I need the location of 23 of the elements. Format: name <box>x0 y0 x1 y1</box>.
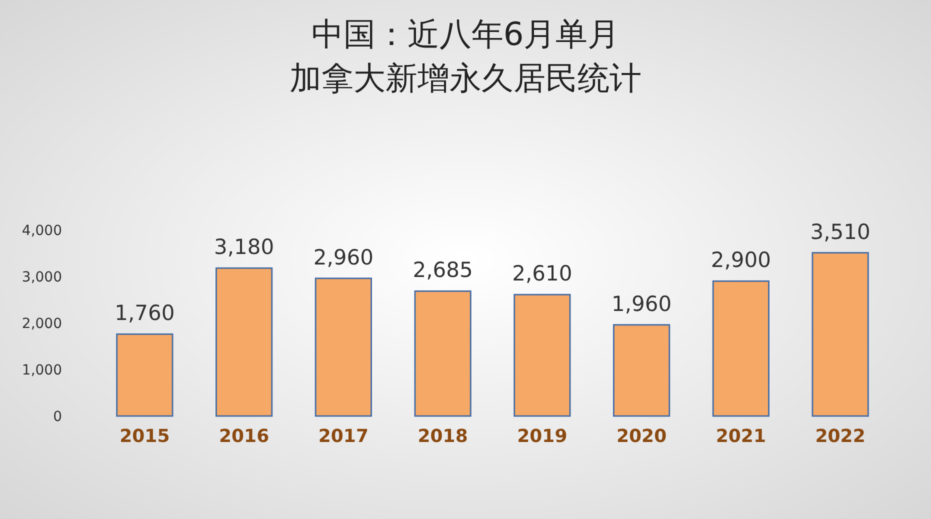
x-tick-label: 2021 <box>716 426 766 447</box>
x-tick-label: 2017 <box>318 426 368 447</box>
y-tick-label: 1,000 <box>22 362 62 378</box>
x-tick-label: 2018 <box>418 426 468 447</box>
data-label: 1,760 <box>114 301 175 326</box>
x-tick-label: 2020 <box>616 426 667 447</box>
chart-title: 中国：近八年6月单月 <box>311 15 620 53</box>
data-label: 1,960 <box>612 292 672 316</box>
x-tick-label: 2019 <box>517 426 568 447</box>
y-tick-label: 2,000 <box>22 316 62 332</box>
y-tick-label: 0 <box>53 409 62 425</box>
data-label: 2,610 <box>512 262 572 286</box>
data-label: 3,180 <box>214 235 274 260</box>
y-tick-label: 3,000 <box>22 270 62 286</box>
data-label: 2,900 <box>710 248 771 272</box>
x-tick-label: 2022 <box>815 426 866 447</box>
x-tick-label: 2015 <box>120 426 170 447</box>
data-label: 2,685 <box>412 258 473 282</box>
data-label: 3,510 <box>810 220 870 244</box>
data-label: 2,960 <box>313 245 374 270</box>
x-tick-label: 2016 <box>219 426 270 447</box>
chart-subtitle: 加拿大新增永久居民统计 <box>290 59 642 97</box>
y-tick-label: 4,000 <box>22 223 62 239</box>
